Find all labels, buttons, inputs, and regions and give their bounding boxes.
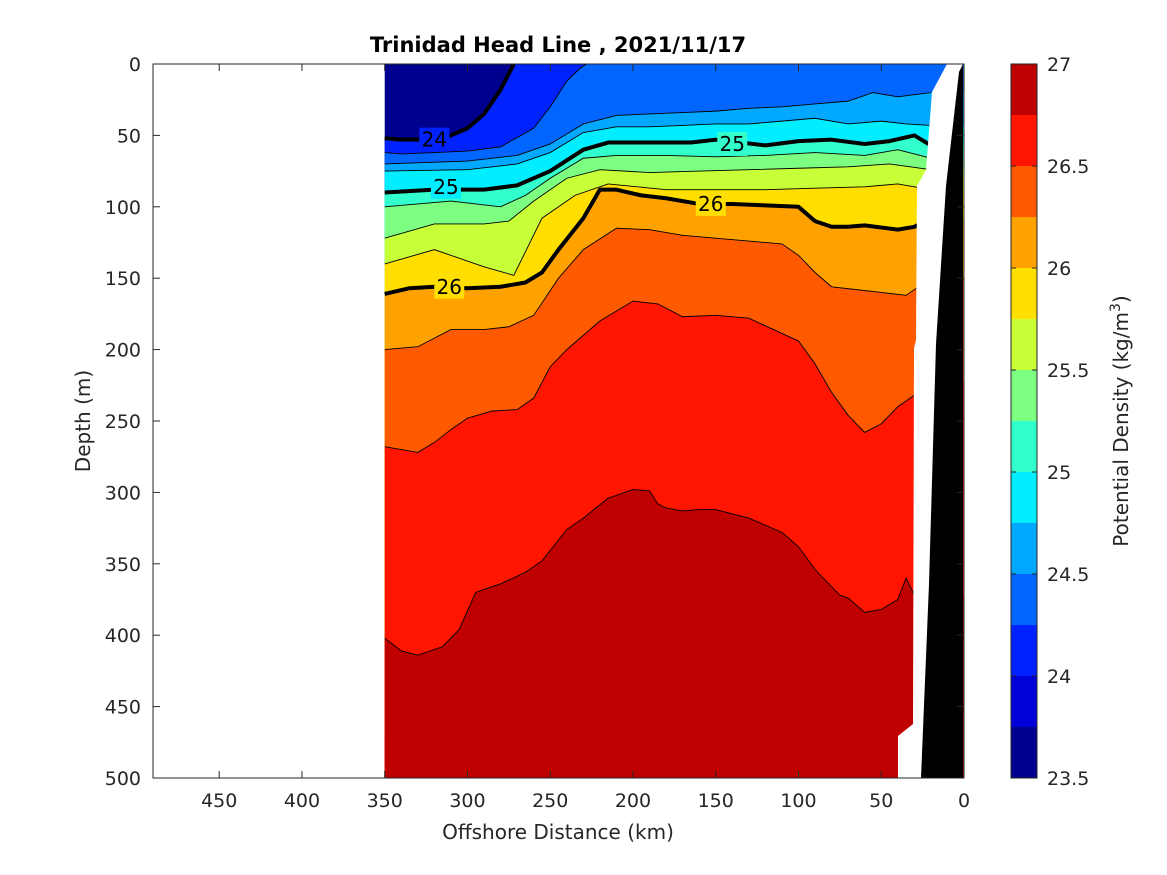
y-axis: 0 50 100 150 200 250 300 350 400 450 500 (105, 54, 964, 790)
bold-contour-line (384, 133, 932, 195)
x-tick-label: 200 (615, 790, 651, 812)
colorbar-tick-label: 26 (1047, 258, 1071, 280)
x-tick-label: 150 (698, 790, 734, 812)
colorbar-swatch (1011, 268, 1037, 319)
colorbar-tick-label: 26.5 (1047, 156, 1089, 178)
colorbar-swatch (1011, 115, 1037, 166)
contour-line (384, 149, 932, 208)
seafloor-bathymetry (921, 64, 963, 778)
x-tick-label: 400 (284, 790, 320, 812)
colorbar-swatch (1011, 574, 1037, 625)
colorbar-swatch (1011, 319, 1037, 370)
contour-line (384, 227, 932, 351)
contour-line (384, 117, 931, 172)
colorbar-tick-label: 25.5 (1047, 360, 1089, 382)
y-tick-label: 450 (105, 697, 141, 719)
colorbar-swatch (1011, 727, 1037, 778)
colorbar-swatch (1011, 523, 1037, 574)
y-tick-label: 0 (129, 54, 141, 76)
colorbar-swatch (1011, 370, 1037, 421)
colorbar-swatch (1011, 676, 1037, 727)
contour-line (384, 300, 928, 453)
y-tick-label: 50 (117, 125, 141, 147)
contour-line (384, 64, 587, 155)
y-tick-label: 250 (105, 411, 141, 433)
colorbar-swatch (1011, 217, 1037, 268)
y-tick-label: 100 (105, 197, 141, 219)
contour-line (384, 92, 931, 165)
colorbar: 23.5 24 24.5 25 25.5 26 26.5 27 (1010, 54, 1089, 790)
y-tick-label: 400 (105, 625, 141, 647)
colorbar-tick-label: 24 (1047, 666, 1071, 688)
contour-label: 24 (422, 128, 447, 152)
colorbar-swatch (1011, 625, 1037, 676)
y-tick-label: 350 (105, 554, 141, 576)
contour-label: 26 (698, 192, 723, 216)
y-tick-label: 200 (105, 340, 141, 362)
contour-labels: 24 25 25 26 26 (419, 127, 748, 299)
colorbar-tick-label: 27 (1047, 54, 1071, 76)
colorbar-tick-label: 24.5 (1047, 564, 1089, 586)
contour-label: 25 (720, 132, 745, 156)
y-axis-title: Depth (m) (71, 370, 95, 472)
x-axis-title: Offshore Distance (km) (442, 820, 674, 844)
x-tick-label: 50 (869, 790, 893, 812)
x-tick-label: 100 (780, 790, 816, 812)
contour-line (384, 489, 915, 656)
contour-label-bg (430, 174, 461, 199)
density-band (384, 735, 964, 778)
contour-label-bg (419, 127, 450, 152)
density-fills (384, 64, 964, 778)
contour-line (384, 183, 931, 276)
bold-contour-lines (384, 64, 932, 296)
x-tick-label: 450 (201, 790, 237, 812)
colorbar-tick-label: 23.5 (1047, 768, 1089, 790)
colorbar-swatch (1011, 64, 1037, 115)
bold-contour-line (384, 64, 516, 142)
x-tick-label: 250 (532, 790, 568, 812)
contour-label: 26 (437, 275, 462, 299)
x-axis: 450 400 350 300 250 200 150 100 50 0 (201, 64, 970, 812)
colorbar-swatch (1011, 421, 1037, 472)
plot-area: 24 25 25 26 26 (153, 64, 964, 778)
contour-label-bg (695, 191, 726, 216)
contour-label-bg (717, 131, 748, 156)
bold-contour-line (384, 187, 932, 296)
density-band (384, 489, 964, 778)
colorbar-swatch (1011, 472, 1037, 523)
y-tick-label: 300 (105, 482, 141, 504)
contour-line (384, 163, 931, 239)
colorbar-frame (1010, 63, 1038, 779)
y-tick-label: 500 (105, 768, 141, 790)
colorbar-swatch (1011, 166, 1037, 217)
contour-label-bg (434, 274, 465, 299)
x-tick-label: 0 (958, 790, 970, 812)
y-tick-label: 150 (105, 268, 141, 290)
colorbar-label: Potential Density (kg/m3) (1108, 295, 1133, 546)
contour-label: 25 (433, 175, 458, 199)
x-tick-label: 350 (367, 790, 403, 812)
chart-title: Trinidad Head Line , 2021/11/17 (370, 33, 746, 57)
x-tick-label: 300 (449, 790, 485, 812)
colorbar-tick-label: 25 (1047, 462, 1071, 484)
